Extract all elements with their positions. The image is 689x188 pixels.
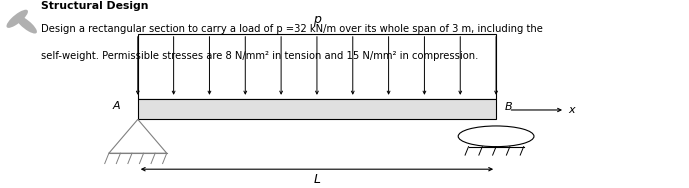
Text: A: A bbox=[113, 101, 121, 111]
Text: Structural Design: Structural Design bbox=[41, 1, 149, 11]
Bar bbox=[138, 99, 496, 119]
Text: self-weight. Permissible stresses are 8 N/mm² in tension and 15 N/mm² in compres: self-weight. Permissible stresses are 8 … bbox=[41, 51, 479, 61]
Text: B: B bbox=[505, 102, 513, 112]
Ellipse shape bbox=[15, 15, 37, 33]
Text: L: L bbox=[313, 173, 320, 186]
Text: Design a rectangular section to carry a load of p =32 kN/m over its whole span o: Design a rectangular section to carry a … bbox=[41, 24, 543, 34]
Text: p: p bbox=[313, 13, 321, 26]
Text: x: x bbox=[568, 105, 575, 115]
Bar bbox=[138, 34, 496, 99]
Ellipse shape bbox=[6, 10, 28, 28]
